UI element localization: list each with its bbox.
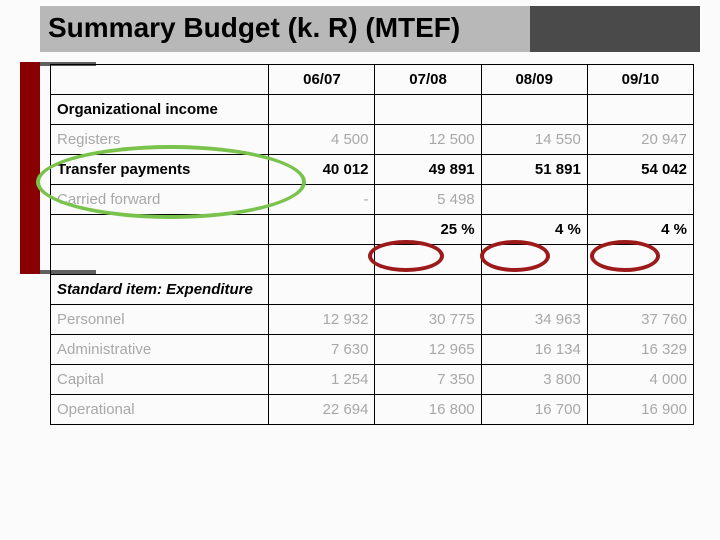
row-administrative: Administrative 7 630 12 965 16 134 16 32… bbox=[51, 335, 694, 365]
row-label: Operational bbox=[51, 395, 269, 425]
cell: 40 012 bbox=[269, 155, 375, 185]
row-personnel: Personnel 12 932 30 775 34 963 37 760 bbox=[51, 305, 694, 335]
section-label: Organizational income bbox=[51, 95, 269, 125]
col-header: 09/10 bbox=[587, 65, 693, 95]
row-transfer-payments: Transfer payments 40 012 49 891 51 891 5… bbox=[51, 155, 694, 185]
col-header: 06/07 bbox=[269, 65, 375, 95]
slide: Summary Budget (k. R) (MTEF) 06/07 07/08… bbox=[0, 0, 720, 540]
cell: 16 700 bbox=[481, 395, 587, 425]
table-header-row: 06/07 07/08 08/09 09/10 bbox=[51, 65, 694, 95]
cell: 25 % bbox=[375, 215, 481, 245]
cell: 7 350 bbox=[375, 365, 481, 395]
section-label: Standard item: Expenditure bbox=[51, 275, 269, 305]
row-registers: Registers 4 500 12 500 14 550 20 947 bbox=[51, 125, 694, 155]
cell: 5 498 bbox=[375, 185, 481, 215]
cell: 34 963 bbox=[481, 305, 587, 335]
title-bg-dark bbox=[530, 6, 700, 52]
cell: 49 891 bbox=[375, 155, 481, 185]
cell: 16 800 bbox=[375, 395, 481, 425]
cell: 4 % bbox=[587, 215, 693, 245]
cell: - bbox=[269, 185, 375, 215]
section-header-expenditure: Standard item: Expenditure bbox=[51, 275, 694, 305]
row-label: Personnel bbox=[51, 305, 269, 335]
accent-bar-vertical bbox=[20, 62, 40, 274]
cell: 30 775 bbox=[375, 305, 481, 335]
spacer-row bbox=[51, 245, 694, 275]
cell: 3 800 bbox=[481, 365, 587, 395]
title-bar: Summary Budget (k. R) (MTEF) bbox=[40, 6, 700, 52]
row-label: Registers bbox=[51, 125, 269, 155]
row-capital: Capital 1 254 7 350 3 800 4 000 bbox=[51, 365, 694, 395]
row-label: Carried forward bbox=[51, 185, 269, 215]
cell bbox=[587, 185, 693, 215]
cell: 16 329 bbox=[587, 335, 693, 365]
cell: 37 760 bbox=[587, 305, 693, 335]
budget-table-wrap: 06/07 07/08 08/09 09/10 Organizational i… bbox=[50, 64, 694, 425]
cell: 51 891 bbox=[481, 155, 587, 185]
cell bbox=[481, 185, 587, 215]
cell: 12 500 bbox=[375, 125, 481, 155]
cell: 12 965 bbox=[375, 335, 481, 365]
section-header-income: Organizational income bbox=[51, 95, 694, 125]
cell: 54 042 bbox=[587, 155, 693, 185]
cell: 16 134 bbox=[481, 335, 587, 365]
row-operational: Operational 22 694 16 800 16 700 16 900 bbox=[51, 395, 694, 425]
cell: 4 % bbox=[481, 215, 587, 245]
col-header: 08/09 bbox=[481, 65, 587, 95]
cell: 20 947 bbox=[587, 125, 693, 155]
cell bbox=[269, 215, 375, 245]
cell: 12 932 bbox=[269, 305, 375, 335]
row-label: Capital bbox=[51, 365, 269, 395]
cell: 7 630 bbox=[269, 335, 375, 365]
row-label: Transfer payments bbox=[51, 155, 269, 185]
cell: 4 000 bbox=[587, 365, 693, 395]
row-label: Administrative bbox=[51, 335, 269, 365]
cell: 14 550 bbox=[481, 125, 587, 155]
page-title: Summary Budget (k. R) (MTEF) bbox=[48, 12, 460, 44]
cell: 16 900 bbox=[587, 395, 693, 425]
cell: 22 694 bbox=[269, 395, 375, 425]
cell: 1 254 bbox=[269, 365, 375, 395]
row-percentages: 25 % 4 % 4 % bbox=[51, 215, 694, 245]
row-carried-forward: Carried forward - 5 498 bbox=[51, 185, 694, 215]
budget-table: 06/07 07/08 08/09 09/10 Organizational i… bbox=[50, 64, 694, 425]
col-header: 07/08 bbox=[375, 65, 481, 95]
cell: 4 500 bbox=[269, 125, 375, 155]
